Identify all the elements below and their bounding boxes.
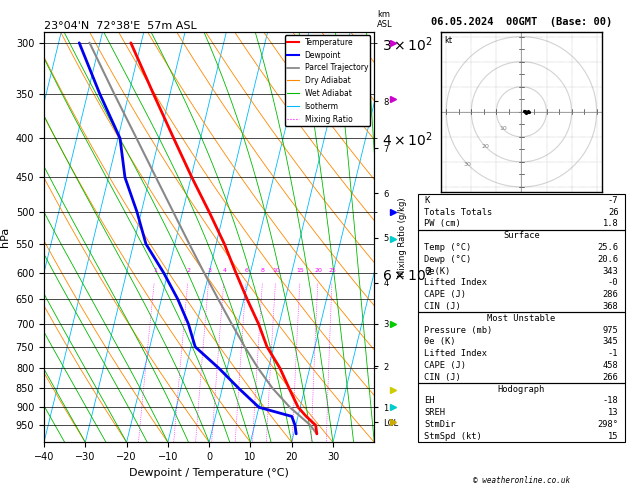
Text: -1: -1 bbox=[608, 349, 618, 358]
Text: θe (K): θe (K) bbox=[425, 337, 456, 347]
Text: 10: 10 bbox=[499, 126, 507, 131]
Text: 8: 8 bbox=[261, 268, 265, 273]
Text: 3: 3 bbox=[208, 268, 211, 273]
Text: 368: 368 bbox=[603, 302, 618, 311]
Text: 1.8: 1.8 bbox=[603, 219, 618, 228]
Text: 20: 20 bbox=[481, 144, 489, 149]
Text: Totals Totals: Totals Totals bbox=[425, 208, 493, 217]
Text: Most Unstable: Most Unstable bbox=[487, 314, 555, 323]
Legend: Temperature, Dewpoint, Parcel Trajectory, Dry Adiabat, Wet Adiabat, Isotherm, Mi: Temperature, Dewpoint, Parcel Trajectory… bbox=[285, 35, 370, 126]
Text: Dewp (°C): Dewp (°C) bbox=[425, 255, 472, 264]
Text: 10: 10 bbox=[272, 268, 280, 273]
Text: 25.6: 25.6 bbox=[598, 243, 618, 252]
Text: 26: 26 bbox=[608, 208, 618, 217]
Text: 4: 4 bbox=[223, 268, 226, 273]
Text: Lifted Index: Lifted Index bbox=[425, 349, 487, 358]
Text: 1: 1 bbox=[153, 268, 157, 273]
Text: 13: 13 bbox=[608, 408, 618, 417]
Text: Mixing Ratio (g/kg): Mixing Ratio (g/kg) bbox=[398, 197, 407, 277]
Text: km
ASL: km ASL bbox=[377, 10, 393, 29]
Text: StmSpd (kt): StmSpd (kt) bbox=[425, 432, 482, 441]
Text: © weatheronline.co.uk: © weatheronline.co.uk bbox=[473, 475, 570, 485]
Text: Lifted Index: Lifted Index bbox=[425, 278, 487, 287]
Text: θe(K): θe(K) bbox=[425, 267, 451, 276]
Text: -18: -18 bbox=[603, 397, 618, 405]
X-axis label: Dewpoint / Temperature (°C): Dewpoint / Temperature (°C) bbox=[129, 468, 289, 478]
Text: 2: 2 bbox=[187, 268, 191, 273]
Text: CIN (J): CIN (J) bbox=[425, 373, 461, 382]
Text: 20.6: 20.6 bbox=[598, 255, 618, 264]
Text: EH: EH bbox=[425, 397, 435, 405]
Text: 458: 458 bbox=[603, 361, 618, 370]
Y-axis label: hPa: hPa bbox=[0, 227, 10, 247]
Text: SREH: SREH bbox=[425, 408, 445, 417]
Text: Surface: Surface bbox=[503, 231, 540, 240]
Text: 30: 30 bbox=[464, 162, 471, 167]
Text: CAPE (J): CAPE (J) bbox=[425, 361, 467, 370]
Text: 23°04'N  72°38'E  57m ASL: 23°04'N 72°38'E 57m ASL bbox=[44, 21, 197, 31]
Text: Hodograph: Hodograph bbox=[498, 384, 545, 394]
Text: CAPE (J): CAPE (J) bbox=[425, 290, 467, 299]
Text: -7: -7 bbox=[608, 196, 618, 205]
Text: K: K bbox=[425, 196, 430, 205]
Text: Temp (°C): Temp (°C) bbox=[425, 243, 472, 252]
Text: PW (cm): PW (cm) bbox=[425, 219, 461, 228]
Text: 266: 266 bbox=[603, 373, 618, 382]
Text: kt: kt bbox=[445, 36, 453, 45]
Text: 15: 15 bbox=[608, 432, 618, 441]
Text: 286: 286 bbox=[603, 290, 618, 299]
Text: 298°: 298° bbox=[598, 420, 618, 429]
Text: StmDir: StmDir bbox=[425, 420, 456, 429]
Text: -0: -0 bbox=[608, 278, 618, 287]
Text: 345: 345 bbox=[603, 337, 618, 347]
Text: 25: 25 bbox=[328, 268, 337, 273]
Text: 6: 6 bbox=[245, 268, 248, 273]
Text: CIN (J): CIN (J) bbox=[425, 302, 461, 311]
Text: 15: 15 bbox=[296, 268, 304, 273]
Text: 975: 975 bbox=[603, 326, 618, 335]
Text: 343: 343 bbox=[603, 267, 618, 276]
Text: 20: 20 bbox=[314, 268, 322, 273]
Text: 06.05.2024  00GMT  (Base: 00): 06.05.2024 00GMT (Base: 00) bbox=[431, 17, 612, 27]
Text: Pressure (mb): Pressure (mb) bbox=[425, 326, 493, 335]
